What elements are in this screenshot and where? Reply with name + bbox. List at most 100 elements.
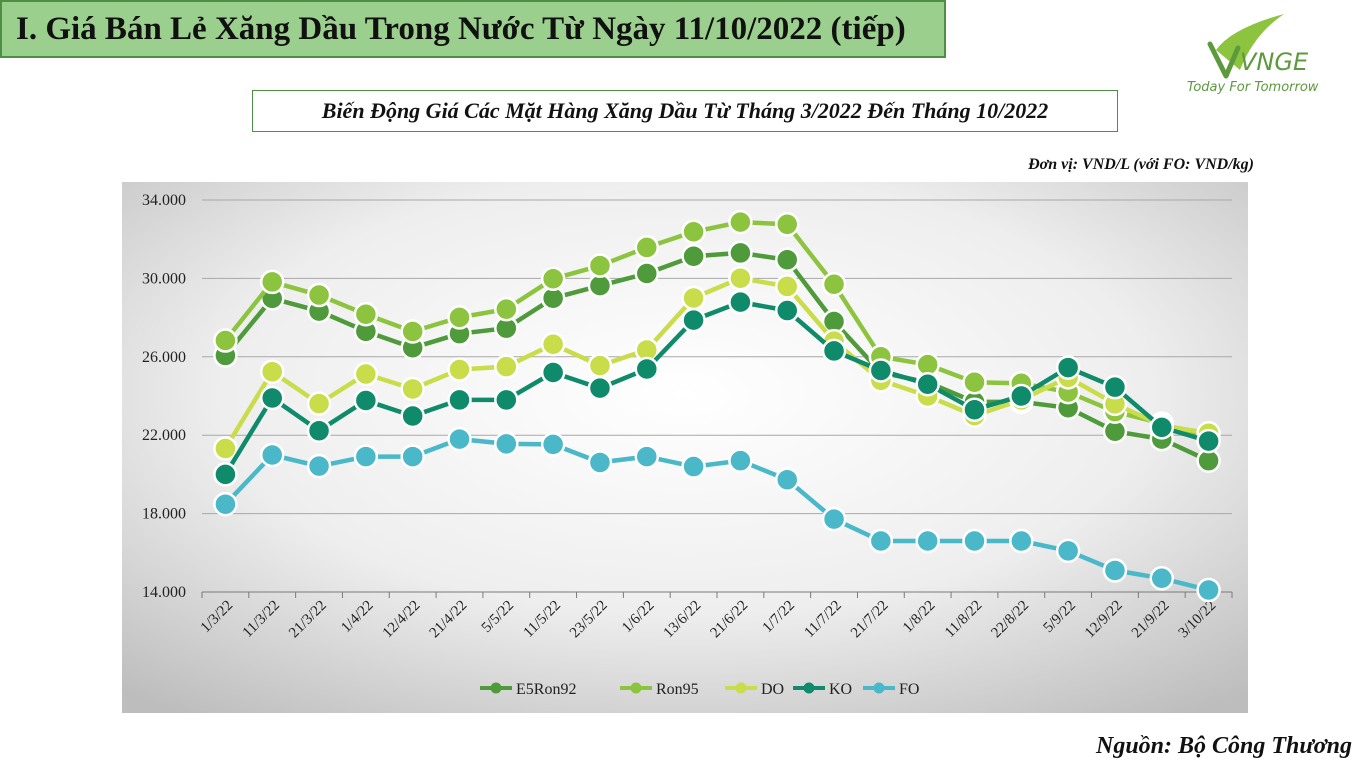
series-line	[223, 436, 1210, 593]
chart-background	[122, 182, 1248, 713]
data-point	[213, 328, 238, 353]
data-point	[353, 302, 379, 327]
data-point	[306, 418, 332, 443]
data-point	[1102, 374, 1128, 400]
page-title: I. Giá Bán Lẻ Xăng Dầu Trong Nước Từ Ngà…	[0, 0, 946, 58]
data-point	[821, 272, 847, 297]
legend-label: KO	[829, 681, 852, 698]
data-point	[447, 357, 472, 382]
data-point	[681, 244, 706, 269]
legend-item: DO	[725, 681, 784, 698]
data-point	[774, 467, 800, 492]
data-point	[259, 269, 285, 295]
data-point	[353, 361, 379, 387]
legend-marker	[803, 682, 815, 694]
data-point	[1196, 428, 1221, 454]
data-point	[634, 235, 660, 260]
data-point	[213, 436, 238, 461]
vnge-leaf-logo-icon: VNGE	[1207, 14, 1309, 79]
legend-marker	[490, 682, 502, 694]
data-point	[306, 391, 332, 416]
legend-marker	[630, 682, 642, 694]
unit-note: Đơn vị: VND/L (với FO: VND/kg)	[1028, 156, 1254, 173]
data-point	[774, 274, 800, 299]
data-point	[962, 528, 987, 554]
legend-label: Ron95	[656, 681, 699, 698]
data-point	[728, 448, 753, 473]
data-point	[540, 266, 566, 292]
data-point	[774, 212, 800, 237]
data-point	[962, 370, 987, 395]
data-point	[681, 285, 706, 311]
data-point	[728, 265, 753, 291]
page-title-text: I. Giá Bán Lẻ Xăng Dầu Trong Nước Từ Ngà…	[16, 10, 906, 47]
data-point	[259, 385, 285, 411]
data-point	[259, 359, 285, 384]
data-point	[306, 453, 332, 479]
data-point	[587, 353, 613, 378]
legend-item: E5Ron92	[480, 681, 576, 698]
data-point	[1102, 558, 1128, 583]
data-point	[587, 375, 613, 401]
y-tick-label: 34.000	[142, 192, 186, 209]
data-point	[447, 305, 472, 330]
data-point	[447, 387, 472, 413]
data-point	[681, 307, 706, 333]
legend-label: FO	[899, 681, 919, 698]
legend-item: FO	[863, 681, 919, 698]
data-point	[915, 528, 940, 554]
y-tick-label: 18.000	[142, 506, 186, 523]
legend-label: E5Ron92	[516, 681, 576, 698]
logo-tagline: Today For Tomorrow	[1187, 80, 1319, 95]
data-point	[213, 462, 238, 487]
data-point	[634, 444, 660, 469]
data-point	[587, 253, 613, 278]
data-point	[306, 282, 332, 308]
data-point	[447, 426, 472, 452]
data-point	[1009, 528, 1034, 554]
data-point	[540, 332, 566, 357]
series-line	[223, 275, 1209, 450]
data-point	[728, 289, 753, 315]
logo-text: VNGE	[1240, 48, 1309, 76]
data-point	[494, 354, 519, 379]
data-point	[400, 444, 425, 469]
series-ko	[213, 289, 1221, 487]
data-point	[774, 247, 800, 273]
chart-series	[213, 209, 1221, 603]
series-line	[223, 299, 1210, 476]
y-tick-label: 22.000	[142, 427, 186, 444]
data-point	[868, 528, 894, 554]
series-line	[223, 250, 1210, 463]
data-point	[213, 491, 238, 517]
data-point	[915, 371, 940, 397]
data-point	[259, 442, 285, 468]
legend-marker	[873, 682, 885, 694]
data-point	[821, 506, 847, 532]
y-axis: 14.000 18.000 22.000 26.000 30.000 34.000	[142, 192, 186, 601]
data-point	[962, 397, 987, 422]
data-point	[634, 356, 660, 382]
data-point	[728, 240, 753, 266]
data-point	[587, 450, 613, 475]
data-point	[1009, 383, 1034, 409]
data-point	[1055, 355, 1081, 380]
data-point	[681, 454, 706, 479]
data-point	[1055, 538, 1081, 564]
data-point	[634, 261, 660, 286]
data-point	[494, 387, 519, 413]
legend-label: DO	[761, 681, 784, 698]
chart-title-text: Biến Động Giá Các Mặt Hàng Xăng Dầu Từ T…	[321, 98, 1049, 123]
chart-title: Biến Động Giá Các Mặt Hàng Xăng Dầu Từ T…	[252, 90, 1118, 132]
chart-legend: E5Ron92 Ron95 DO KO FO	[480, 681, 919, 698]
y-tick-label: 30.000	[142, 270, 186, 287]
data-point	[774, 298, 800, 323]
data-point	[494, 296, 519, 322]
data-point	[540, 432, 566, 457]
data-point	[494, 431, 519, 457]
y-tick-label: 14.000	[142, 584, 186, 601]
data-point	[821, 338, 847, 364]
data-point	[728, 209, 753, 235]
series-fo	[213, 426, 1221, 603]
data-point	[400, 403, 425, 429]
